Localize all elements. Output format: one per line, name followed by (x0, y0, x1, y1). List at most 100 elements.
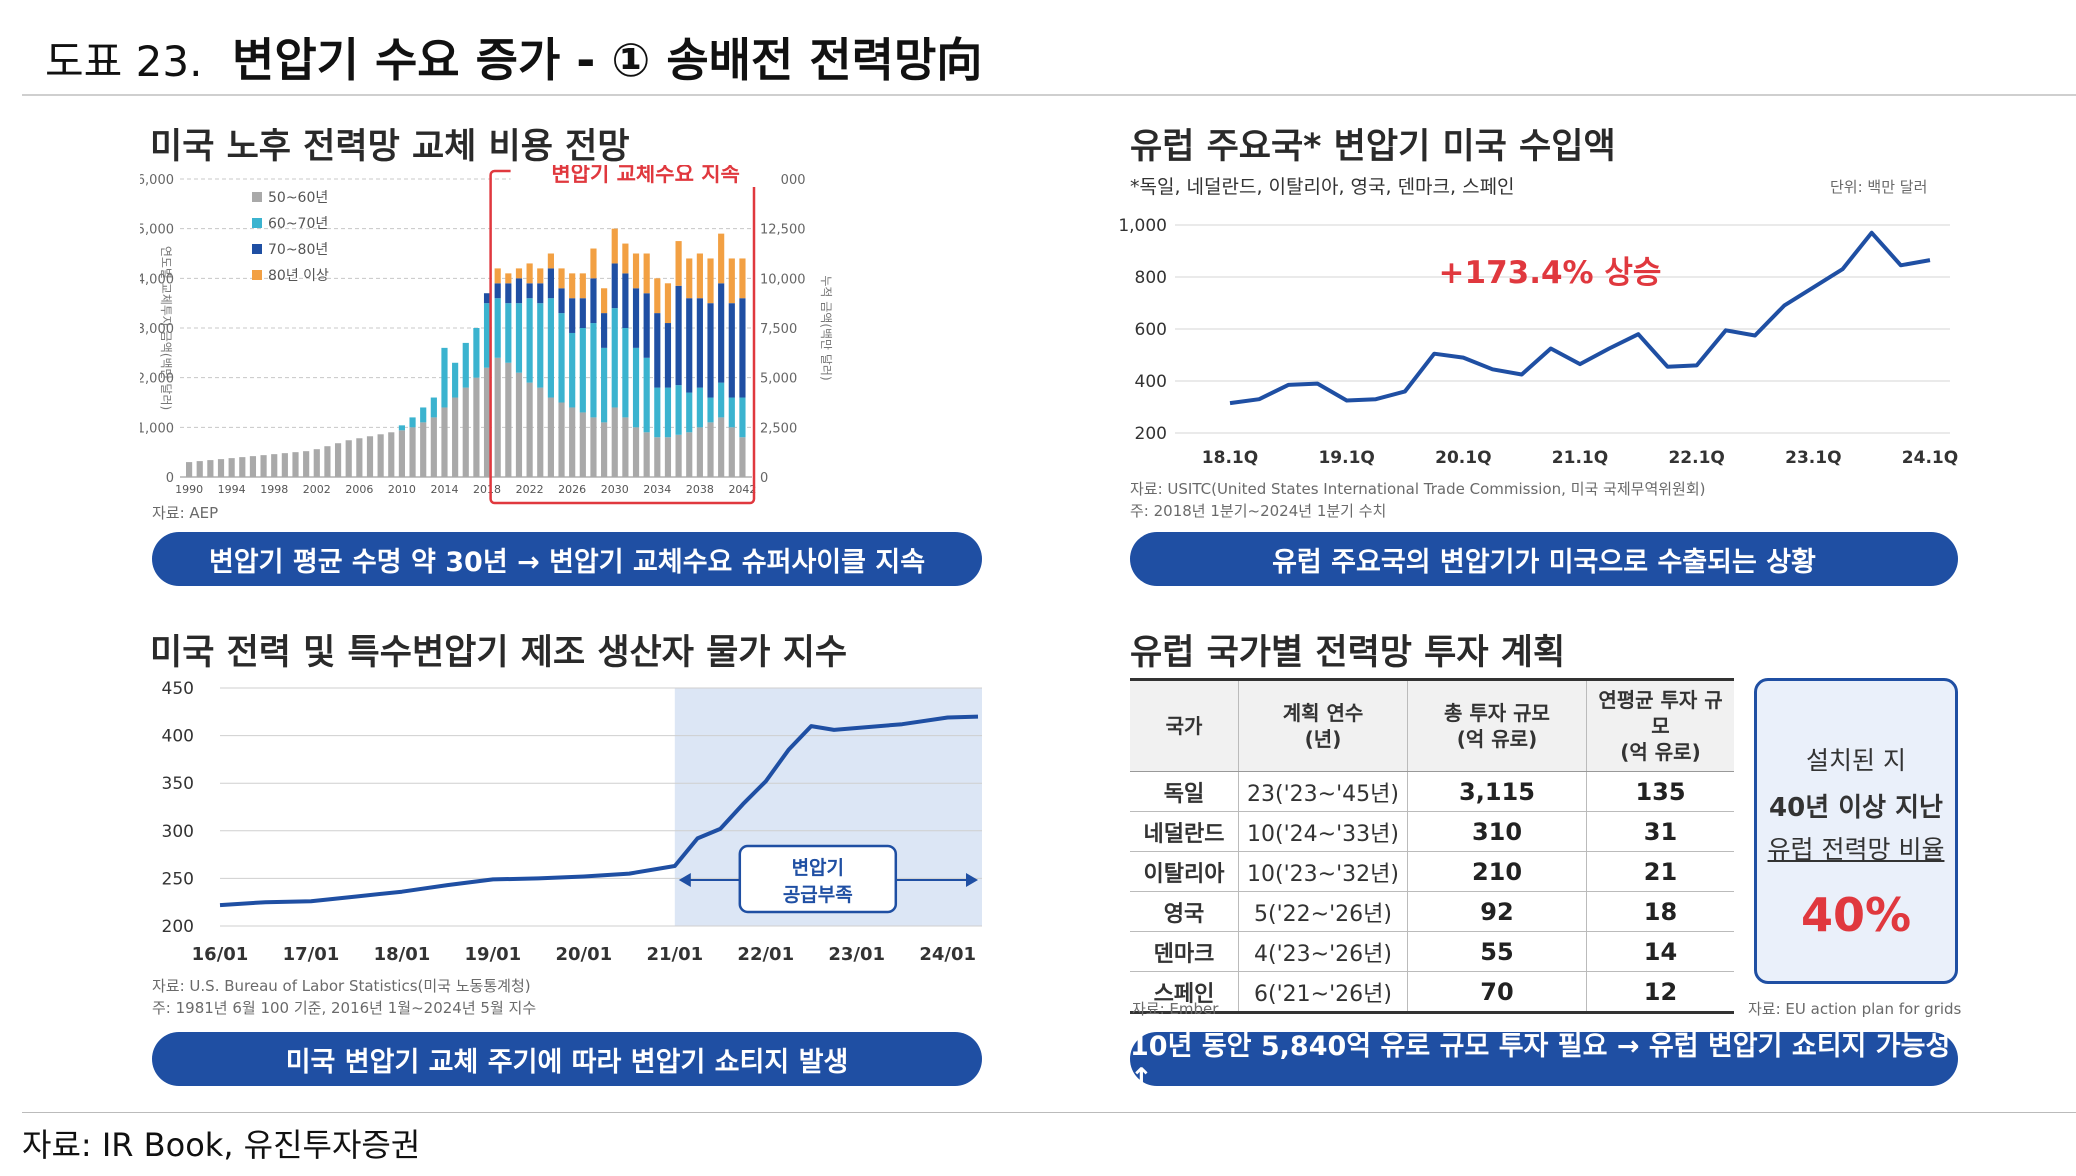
panel2-chart: 200 400 600 800 1,000 18.1Q 19.1Q 20.1Q 21.1Q 22.… (1120, 216, 1958, 468)
box-line1: 설치된 지 (1806, 746, 1906, 775)
bar-segment (696, 253, 703, 299)
bar-segment (601, 288, 608, 314)
bar-segment (686, 298, 693, 393)
bar-segment (196, 461, 203, 477)
ppi-line (219, 714, 979, 908)
cell-country: 스페인 (1130, 971, 1239, 1014)
bar-segment (590, 323, 597, 418)
cell-country: 이탈리아 (1130, 851, 1239, 892)
series-line (1229, 230, 1931, 406)
x-tick-label: 2034 (643, 483, 671, 496)
bar-segment (430, 417, 437, 477)
panel3-chart: 200 250 300 350 400 450 16/01 17/01 18/01 19/01 20… (162, 679, 982, 965)
bar-segment (345, 440, 352, 477)
x-tick-label: 16/01 (192, 944, 249, 965)
panel2-note: *독일, 네덜란드, 이탈리아, 영국, 덴마크, 스페인 (1130, 176, 1515, 198)
bar-segment (622, 417, 629, 477)
bar-segment (707, 258, 714, 304)
bar-segment (622, 328, 629, 418)
bar-segment (483, 293, 491, 304)
y2-tick-label: 2,500 (760, 421, 797, 436)
x-tick-label: 2042 (728, 483, 756, 496)
panel3-banner: 미국 변압기 교체 주기에 따라 변압기 쇼티지 발생 (152, 1032, 982, 1086)
page-title: 변압기 수요 증가 - ① 송배전 전력망向 (232, 33, 983, 87)
bar-segment (643, 293, 650, 358)
bar-segment (664, 323, 672, 388)
panel2-source: 자료: USITC(United States International Tr… (1130, 480, 1706, 498)
bar-segment (217, 459, 225, 477)
cell-country: 영국 (1130, 891, 1239, 932)
col-total: 총 투자 규모 (억 유로) (1407, 678, 1587, 772)
panel3-title: 미국 전력 및 특수변압기 제조 생산자 물가 지수 (150, 633, 848, 673)
y-tick-label: 3,000 (140, 322, 174, 337)
bar-segment (303, 451, 310, 477)
bar-segment (675, 434, 682, 477)
table-row: 이탈리아 10('23~'32년) 210 21 (1130, 851, 1734, 892)
bar-segment (388, 432, 395, 477)
bar-segment (718, 382, 725, 418)
header-divider (22, 94, 2076, 96)
y-tick-label: 600 (1135, 320, 1167, 340)
bar-segment (686, 432, 693, 477)
x-tick-label: 2022 (516, 483, 544, 496)
cell-total: 70 (1407, 971, 1587, 1014)
bar-segment (601, 422, 608, 477)
x-tick-label: 24/01 (919, 944, 976, 965)
cell-annual: 18 (1586, 891, 1734, 932)
bar-segment (611, 407, 618, 477)
y-tick-label: 800 (1135, 268, 1167, 288)
cell-country: 독일 (1130, 771, 1239, 812)
panel2-unit: 단위: 백만 달러 (1830, 178, 1928, 196)
box-value: 40% (1800, 888, 1912, 942)
bar-segment (611, 308, 618, 408)
bar-segment (271, 454, 278, 477)
y-tick-label: 250 (162, 869, 194, 889)
cell-total: 55 (1407, 931, 1587, 972)
bar-segment (228, 458, 235, 477)
cell-country: 덴마크 (1130, 931, 1239, 972)
bar-segment (239, 457, 246, 477)
bar-segment (611, 228, 618, 264)
bar-segment (696, 298, 703, 388)
bar-segment (728, 303, 735, 398)
cell-years: 6('21~'26년) (1238, 971, 1408, 1014)
y2-tick-label: 7,500 (760, 322, 797, 337)
bar-segment (654, 278, 661, 314)
legend-label: 60~70년 (268, 216, 328, 232)
panel1-title: 미국 노후 전력망 교체 비용 전망 (150, 127, 630, 167)
legend-label: 80년 이상 (268, 268, 329, 284)
bar-segment (420, 422, 427, 477)
cell-annual: 21 (1586, 851, 1734, 892)
bar-segment (579, 328, 586, 413)
panel1-source: 자료: AEP (152, 504, 219, 522)
bar-segment (526, 382, 533, 477)
bar-segment (590, 278, 597, 324)
box-line2: 40년 이상 지난 (1769, 793, 1943, 823)
bar-segment (515, 268, 523, 279)
arrow-head-left (678, 873, 691, 887)
bar-segment (664, 283, 672, 324)
bar-segment (643, 357, 650, 433)
bar-segment (696, 427, 703, 477)
cell-annual: 14 (1586, 931, 1734, 972)
y2-tick-label: 10,000 (760, 272, 806, 287)
x-tick-label: 19/01 (465, 944, 522, 965)
y-tick-label: 1,000 (140, 421, 174, 436)
cell-years: 10('23~'32년) (1238, 851, 1408, 892)
x-tick-label: 21/01 (646, 944, 703, 965)
bar-segment (632, 347, 640, 428)
x-tick-label: 2014 (430, 483, 458, 496)
bar-segment (409, 427, 416, 477)
bar-segment (281, 453, 288, 477)
bar-segment (505, 362, 512, 477)
x-tick-label: 22.1Q (1668, 448, 1724, 468)
bar-segment (569, 407, 576, 477)
bar-segment (494, 268, 501, 284)
bar-segment (696, 387, 703, 428)
bar-segment (569, 332, 576, 408)
bar-segment (558, 313, 565, 403)
bar-segment (547, 253, 554, 269)
bar-segment (526, 263, 533, 284)
x-tick-label: 19.1Q (1318, 448, 1374, 468)
bar-segment (186, 462, 193, 477)
